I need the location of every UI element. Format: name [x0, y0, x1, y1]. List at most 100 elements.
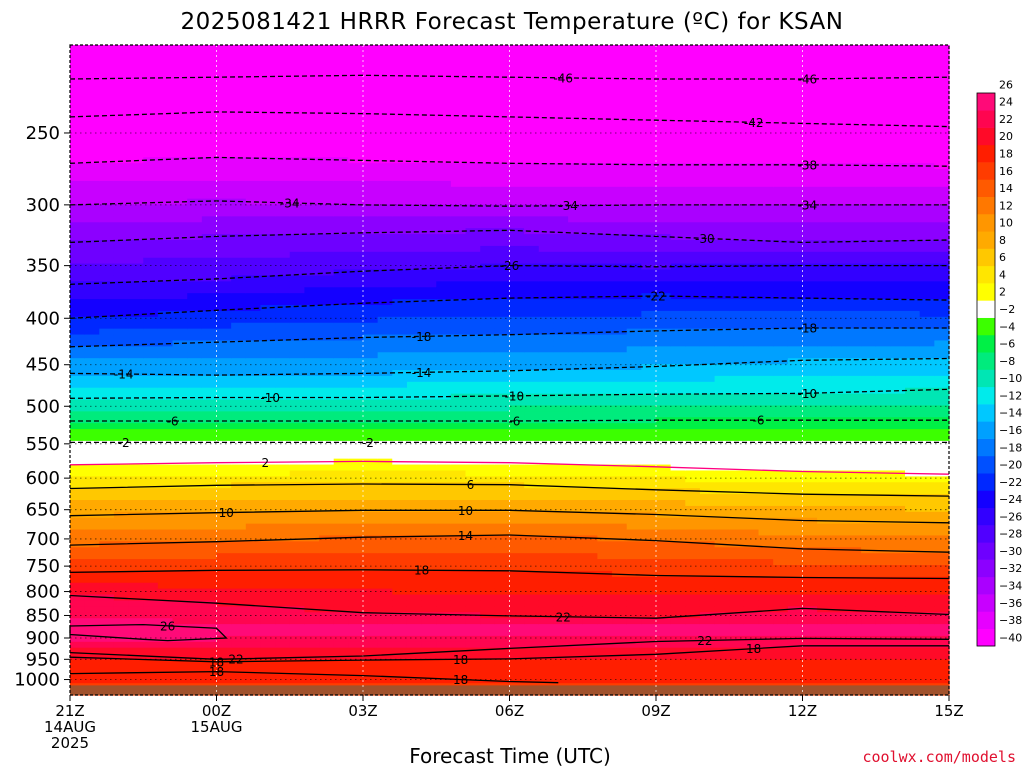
- temperature-cell: [597, 476, 613, 483]
- temperature-cell: [128, 464, 144, 472]
- temperature-cell: [333, 452, 349, 460]
- temperature-cell: [99, 245, 115, 253]
- temperature-cell: [157, 375, 174, 383]
- temperature-cell: [245, 98, 262, 105]
- temperature-cell: [275, 145, 291, 152]
- temperature-cell: [70, 458, 86, 466]
- temperature-cell: [553, 505, 569, 513]
- temperature-cell: [143, 618, 159, 625]
- temperature-cell: [568, 240, 584, 247]
- temperature-cell: [524, 505, 540, 513]
- temperature-cell: [157, 263, 174, 271]
- temperature-cell: [99, 588, 115, 596]
- temperature-cell: [421, 535, 437, 542]
- temperature-cell: [289, 405, 305, 412]
- temperature-cell: [348, 80, 364, 87]
- temperature-cell: [289, 440, 305, 448]
- temperature-cell: [714, 115, 730, 123]
- temperature-cell: [216, 541, 232, 548]
- temperature-cell: [172, 505, 188, 513]
- temperature-cell: [377, 659, 393, 667]
- temperature-cell: [597, 169, 613, 176]
- temperature-cell: [113, 127, 130, 135]
- temperature-cell: [172, 464, 188, 472]
- temperature-cell: [157, 458, 174, 466]
- temperature-cell: [685, 559, 701, 566]
- temperature-cell: [641, 186, 657, 194]
- temperature-cell: [568, 470, 584, 477]
- temperature-cell: [568, 163, 584, 170]
- temperature-cell: [612, 482, 628, 489]
- temperature-cell: [172, 429, 188, 436]
- temperature-cell: [216, 671, 232, 678]
- temperature-cell: [436, 299, 452, 306]
- temperature-cell: [70, 310, 86, 318]
- temperature-cell: [509, 68, 525, 76]
- temperature-cell: [84, 263, 100, 271]
- temperature-cell: [450, 86, 467, 93]
- temperature-cell: [553, 216, 569, 223]
- temperature-cell: [553, 470, 569, 477]
- temperature-cell: [714, 458, 730, 466]
- temperature-cell: [319, 476, 335, 483]
- temperature-cell: [392, 145, 408, 152]
- temperature-cell: [406, 612, 423, 619]
- temperature-cell: [538, 62, 555, 70]
- temperature-cell: [128, 234, 144, 241]
- temperature-cell: [509, 346, 525, 353]
- temperature-cell: [626, 275, 642, 282]
- temperature-cell: [450, 192, 467, 200]
- temperature-cell: [626, 375, 642, 383]
- temperature-cell: [538, 305, 555, 312]
- temperature-cell: [99, 145, 115, 152]
- temperature-cell: [656, 198, 672, 206]
- temperature-cell: [406, 387, 423, 395]
- temperature-cell: [450, 677, 467, 684]
- temperature-cell: [319, 641, 335, 649]
- temperature-cell: [450, 464, 467, 472]
- temperature-cell: [480, 110, 496, 117]
- temperature-cell: [685, 458, 701, 466]
- temperature-cell: [245, 257, 262, 265]
- temperature-cell: [260, 328, 276, 336]
- temperature-cell: [465, 665, 481, 672]
- temperature-cell: [128, 104, 144, 111]
- temperature-cell: [714, 358, 730, 365]
- temperature-cell: [392, 169, 408, 176]
- temperature-cell: [729, 210, 745, 217]
- temperature-cell: [509, 618, 525, 625]
- temperature-cell: [157, 553, 174, 560]
- temperature-cell: [626, 192, 642, 200]
- temperature-cell: [377, 547, 393, 554]
- temperature-cell: [348, 641, 364, 649]
- temperature-cell: [70, 45, 86, 52]
- temperature-cell: [465, 370, 481, 377]
- temperature-cell: [421, 594, 437, 602]
- temperature-cell: [157, 192, 174, 200]
- temperature-cell: [113, 133, 130, 141]
- temperature-cell: [685, 500, 701, 507]
- temperature-cell: [699, 328, 716, 336]
- temperature-cell: [260, 334, 276, 342]
- temperature-cell: [568, 464, 584, 472]
- temperature-cell: [157, 358, 174, 365]
- temperature-cell: [538, 423, 555, 430]
- temperature-cell: [319, 677, 335, 684]
- temperature-cell: [99, 435, 115, 442]
- temperature-cell: [260, 245, 276, 253]
- temperature-cell: [157, 305, 174, 312]
- temperature-cell: [333, 500, 349, 507]
- temperature-cell: [612, 228, 628, 235]
- temperature-cell: [641, 163, 657, 170]
- temperature-cell: [494, 523, 511, 531]
- temperature-cell: [450, 618, 467, 625]
- temperature-cell: [348, 647, 364, 655]
- temperature-cell: [465, 234, 481, 241]
- temperature-cell: [113, 523, 130, 531]
- temperature-cell: [421, 68, 437, 76]
- temperature-cell: [509, 375, 525, 383]
- temperature-cell: [509, 263, 525, 271]
- temperature-cell: [450, 600, 467, 607]
- temperature-cell: [597, 618, 613, 625]
- temperature-cell: [70, 269, 86, 277]
